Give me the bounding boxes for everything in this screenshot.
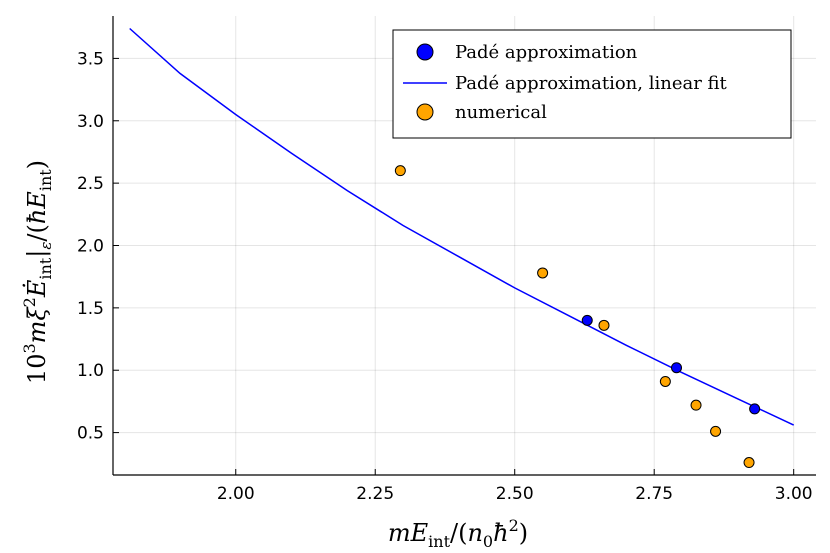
axes [112,16,816,476]
numerical-point [690,399,702,411]
x-tick-label: 3.00 [775,484,813,504]
pade-point [581,314,593,326]
legend-box [392,29,792,139]
plot-area [129,27,795,469]
y-tick-label: 2.5 [77,174,104,194]
x-tick-label: 2.75 [635,484,673,504]
numerical-point [710,425,722,437]
pade-point [749,403,761,415]
y-tick-label: 1.0 [77,361,104,381]
y-axis-title: 103mξ2Ėint|ε/(ħEint) [20,160,55,384]
numerical-point [598,319,610,331]
pade-point [671,362,683,374]
svg-text:103mξ2Ėint|ε/(ħEint): 103mξ2Ėint|ε/(ħEint) [20,160,55,384]
pade-fit-line [129,27,795,426]
x-axis-title: mEint/(n0ħ2) [388,516,528,551]
tick-labels: 2.00 2.25 2.50 2.75 3.00 0.5 1.0 1.5 2.0 2.5 3.0 3.… [77,49,813,504]
x-tick-label: 2.25 [356,484,394,504]
legend-label-pade-points: Padé approximation [455,42,638,63]
x-tick-label: 2.00 [217,484,255,504]
legend-marker-numerical [416,103,434,121]
y-tick-label: 2.0 [77,237,104,257]
legend: Padé approximation Padé approximation, l… [392,29,792,139]
legend-label-numerical: numerical [455,102,547,123]
y-tick-label: 1.5 [77,299,104,319]
y-tick-label: 3.0 [77,112,104,132]
numerical-point [659,375,671,387]
legend-marker-pade-points [416,43,434,61]
numerical-point [537,267,549,279]
numerical-point [743,457,755,469]
x-tick-label: 2.50 [496,484,534,504]
y-tick-label: 0.5 [77,424,104,444]
y-tick-label: 3.5 [77,49,104,69]
legend-label-pade-fit: Padé approximation, linear fit [455,73,728,94]
numerical-point [394,165,406,177]
